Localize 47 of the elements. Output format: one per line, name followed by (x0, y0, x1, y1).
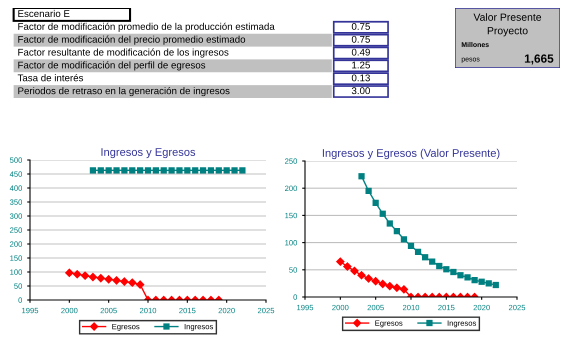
chart-title: Ingresos y Egresos (101, 148, 196, 158)
point (464, 274, 471, 281)
point (394, 228, 400, 234)
text: Tasa de interés (18, 74, 84, 82)
text: Factor de modificación del perfil de egresos (18, 61, 206, 70)
text: Factor resultante de modificación de los ingresos (18, 48, 228, 58)
point (443, 266, 450, 272)
point (372, 277, 380, 286)
text: Factor de modificación promedio de la producción estimada (18, 22, 275, 32)
point (422, 254, 428, 260)
text: Factor de modificación del precio promedio estimado (18, 36, 246, 45)
text: 0.75 (352, 23, 370, 30)
point (336, 258, 344, 266)
point (364, 274, 373, 283)
point (492, 282, 499, 288)
point (378, 280, 387, 288)
point (358, 173, 365, 180)
point (386, 282, 394, 290)
point (372, 200, 379, 206)
text: Escenario E (18, 10, 70, 18)
point (400, 285, 408, 294)
point (429, 258, 436, 265)
point (414, 248, 422, 255)
point (486, 280, 492, 287)
text: Valor Presente Proyecto (473, 13, 542, 36)
point (400, 236, 408, 242)
point (365, 188, 372, 194)
text: 3.00 (352, 87, 370, 94)
point (357, 271, 366, 280)
point (450, 268, 457, 276)
point (350, 266, 359, 276)
text: 0.49 (352, 48, 370, 56)
point (436, 262, 442, 270)
chart-title: Ingresos y Egresos (Valor Presente) (322, 148, 500, 160)
point (478, 278, 485, 285)
point (386, 220, 393, 227)
point (392, 284, 401, 292)
point (408, 242, 414, 249)
text: 0.13 (352, 74, 370, 82)
text: 1.25 (352, 62, 370, 68)
text: 0.75 (352, 36, 370, 43)
point (343, 262, 352, 271)
point (380, 210, 386, 217)
text: Periodos de retraso en la generación de ingresos (18, 86, 230, 96)
point (457, 272, 464, 278)
text: 1,665 (524, 54, 554, 64)
point (471, 277, 478, 284)
